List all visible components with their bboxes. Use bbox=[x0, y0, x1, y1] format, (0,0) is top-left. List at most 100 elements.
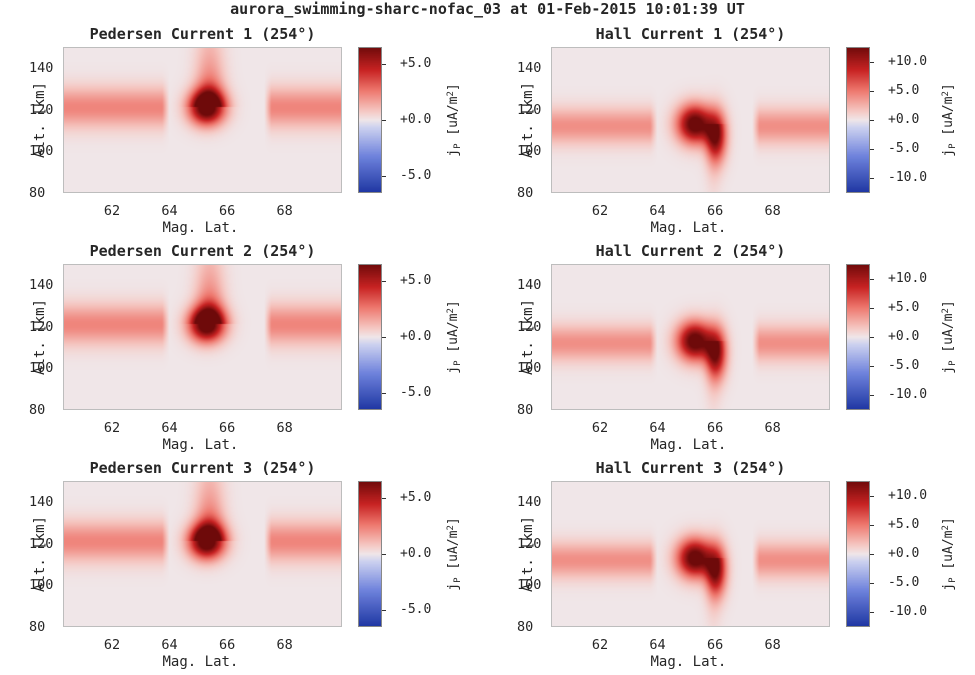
colorbar-label-text: jP [uA/m2] bbox=[446, 300, 463, 373]
colorbar-tick-label: +5.0 bbox=[400, 272, 432, 288]
colorbar-frame bbox=[358, 47, 382, 193]
y-tick-label: 120 bbox=[517, 535, 542, 552]
colorbar-tick-label: +0.0 bbox=[888, 546, 920, 561]
axes-frame bbox=[63, 47, 342, 193]
x-tick-label: 68 bbox=[764, 203, 781, 219]
colorbar-tick-mark bbox=[382, 64, 386, 65]
y-axis-label: Alt. [km] bbox=[32, 82, 48, 158]
colorbar-frame bbox=[846, 264, 870, 410]
colorbar-frame bbox=[358, 264, 382, 410]
x-tick-label: 64 bbox=[161, 203, 178, 219]
y-tick-label: 80 bbox=[29, 185, 46, 201]
x-axis-label: Mag. Lat. bbox=[162, 654, 239, 670]
x-tick-label: 64 bbox=[161, 637, 178, 653]
colorbar-gradient bbox=[358, 264, 382, 410]
x-tick-label: 66 bbox=[218, 637, 236, 653]
colorbar-tick-label: +10.0 bbox=[888, 53, 928, 69]
y-tick-label: 80 bbox=[517, 185, 534, 201]
x-tick-label: 62 bbox=[591, 420, 609, 436]
y-tick-label: 120 bbox=[29, 318, 54, 335]
colorbar-tick-mark bbox=[382, 120, 386, 121]
x-tick-label: 66 bbox=[706, 203, 724, 219]
colorbar-tick-label: -5.0 bbox=[400, 168, 432, 184]
x-tick-label: 62 bbox=[591, 203, 609, 219]
colorbar-tick-mark bbox=[382, 498, 386, 499]
colorbar-tick-mark bbox=[870, 496, 874, 497]
colorbar-tick-label: -10.0 bbox=[888, 170, 928, 186]
colorbar-tick-mark bbox=[382, 176, 386, 177]
heatmap-image bbox=[551, 264, 830, 410]
x-tick-label: 62 bbox=[591, 637, 609, 653]
colorbar-tick-mark bbox=[870, 525, 874, 526]
colorbar-tick-label: +5.0 bbox=[888, 299, 920, 315]
colorbar-tick-label: -5.0 bbox=[400, 385, 432, 401]
colorbar-gradient bbox=[846, 481, 870, 627]
colorbar-label: jP [uA/m2] bbox=[941, 83, 958, 156]
colorbar-tick-label: -10.0 bbox=[888, 604, 928, 620]
colorbar-label-text: jP [uA/m2] bbox=[446, 83, 463, 156]
colorbar-tick-label: +5.0 bbox=[400, 55, 432, 71]
x-tick-label: 68 bbox=[276, 637, 293, 653]
colorbar-tick-mark bbox=[382, 281, 386, 282]
colorbar-frame bbox=[846, 47, 870, 193]
y-tick-label: 120 bbox=[29, 101, 54, 118]
colorbar-frame bbox=[846, 481, 870, 627]
x-tick-label: 62 bbox=[103, 420, 121, 436]
colorbar-tick-label: +0.0 bbox=[888, 112, 920, 127]
colorbar-label: jP [uA/m2] bbox=[446, 300, 463, 373]
x-tick-label: 64 bbox=[649, 637, 666, 653]
x-tick-label: 66 bbox=[218, 420, 236, 436]
y-tick-label: 100 bbox=[517, 577, 542, 594]
y-tick-label: 120 bbox=[517, 101, 542, 118]
colorbar-label-text: jP [uA/m2] bbox=[941, 517, 958, 590]
axes-frame bbox=[551, 264, 830, 410]
x-axis-label: Mag. Lat. bbox=[650, 220, 727, 236]
y-tick-label: 140 bbox=[517, 59, 542, 76]
colorbar-label: jP [uA/m2] bbox=[941, 300, 958, 373]
heatmap-image bbox=[63, 264, 342, 410]
x-axis-label: Mag. Lat. bbox=[162, 437, 239, 453]
x-axis-label: Mag. Lat. bbox=[650, 654, 727, 670]
panel-title: Pedersen Current 1 (254°) bbox=[89, 25, 316, 43]
x-axis-label: Mag. Lat. bbox=[650, 437, 727, 453]
panel-title: Hall Current 2 (254°) bbox=[595, 242, 786, 260]
colorbar-tick-label: +10.0 bbox=[888, 487, 928, 503]
colorbar-tick-label: +0.0 bbox=[400, 329, 432, 344]
colorbar-tick-mark bbox=[870, 279, 874, 280]
colorbar-tick-mark bbox=[870, 308, 874, 309]
axes-frame bbox=[63, 264, 342, 410]
colorbar-tick-label: -10.0 bbox=[888, 387, 928, 403]
colorbar-gradient bbox=[358, 481, 382, 627]
y-axis-label: Alt. [km] bbox=[520, 516, 536, 592]
y-axis-label: Alt. [km] bbox=[520, 82, 536, 158]
y-tick-label: 100 bbox=[517, 360, 542, 377]
y-tick-label: 80 bbox=[517, 619, 534, 635]
heatmap-image bbox=[551, 47, 830, 193]
y-tick-label: 80 bbox=[29, 619, 46, 635]
colorbar-tick-mark bbox=[870, 120, 874, 121]
axes-frame bbox=[551, 481, 830, 627]
colorbar-tick-mark bbox=[870, 178, 874, 179]
x-tick-label: 62 bbox=[103, 637, 121, 653]
y-tick-label: 140 bbox=[29, 59, 54, 76]
heatmap-image bbox=[551, 481, 830, 627]
colorbar-tick-label: +0.0 bbox=[400, 112, 432, 127]
x-axis-label: Mag. Lat. bbox=[162, 220, 239, 236]
colorbar-tick-mark bbox=[870, 149, 874, 150]
colorbar-tick-mark bbox=[870, 583, 874, 584]
x-tick-label: 62 bbox=[103, 203, 121, 219]
colorbar-tick-label: -5.0 bbox=[888, 575, 920, 591]
colorbar-label-text: jP [uA/m2] bbox=[446, 517, 463, 590]
x-tick-label: 66 bbox=[218, 203, 236, 219]
heatmap-image bbox=[63, 47, 342, 193]
colorbar-tick-label: +0.0 bbox=[400, 546, 432, 561]
x-tick-label: 68 bbox=[276, 420, 293, 436]
y-tick-label: 100 bbox=[517, 143, 542, 160]
colorbar-frame bbox=[358, 481, 382, 627]
y-tick-label: 80 bbox=[517, 402, 534, 418]
colorbar-tick-label: +5.0 bbox=[400, 489, 432, 505]
x-tick-label: 66 bbox=[706, 420, 724, 436]
x-tick-label: 64 bbox=[649, 420, 666, 436]
panel-title: Hall Current 3 (254°) bbox=[595, 459, 786, 477]
y-tick-label: 140 bbox=[517, 493, 542, 510]
